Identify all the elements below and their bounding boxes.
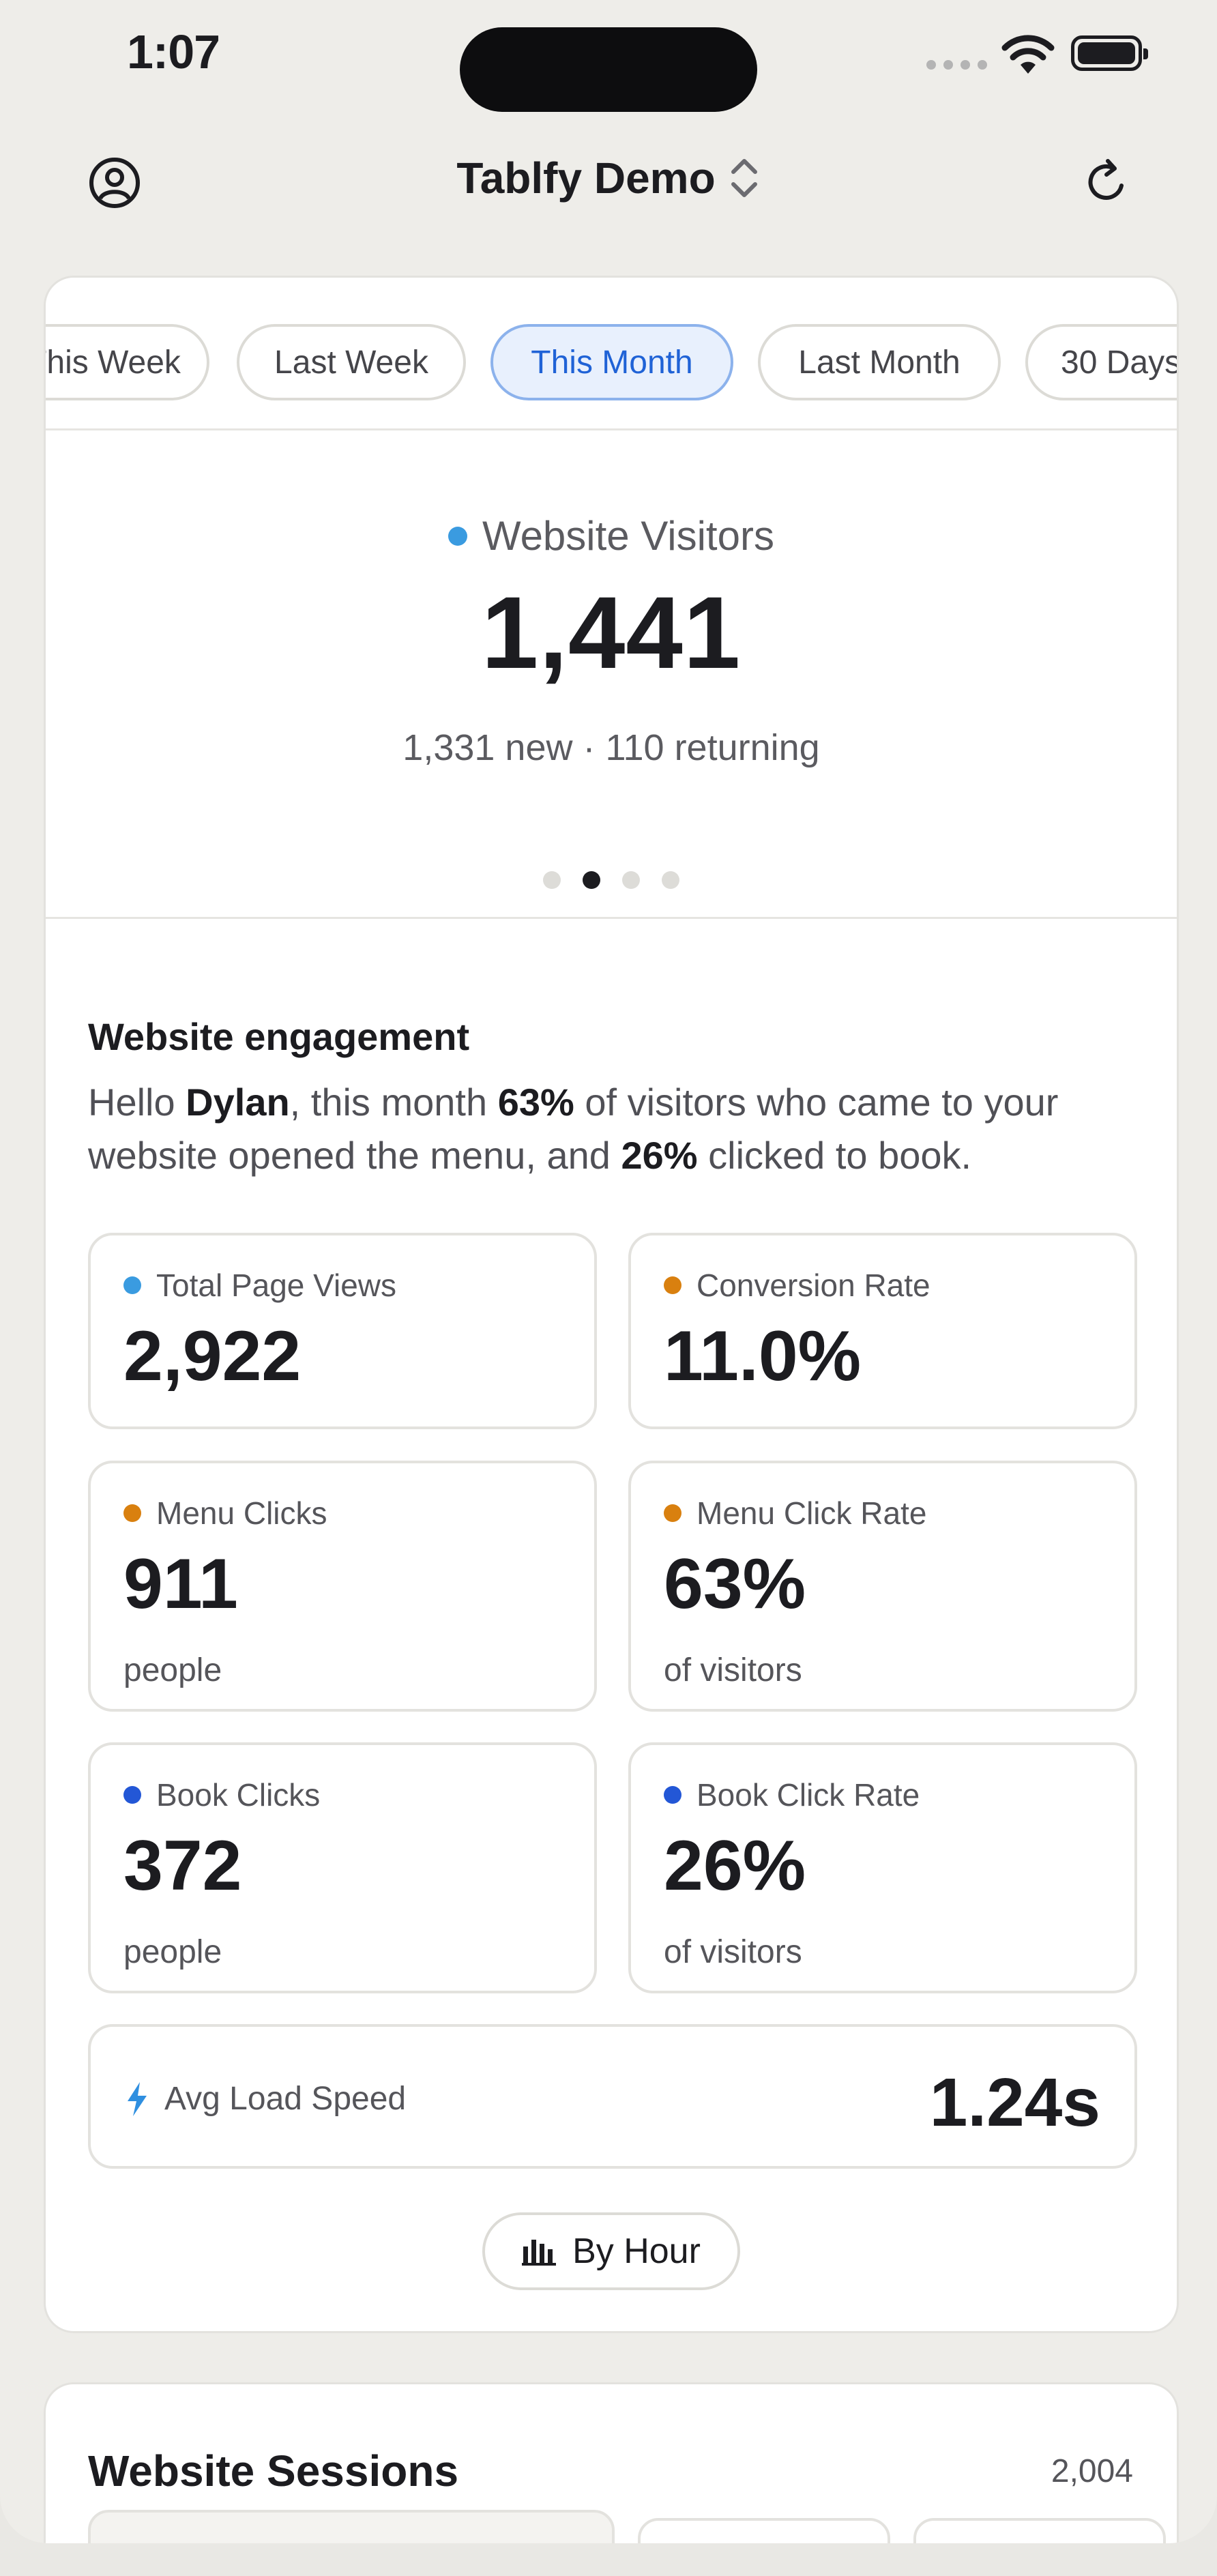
stat-conversion-rate[interactable]: Conversion Rate 11.0% xyxy=(628,1233,1137,1429)
stat-menu-clicks[interactable]: Menu Clicks 911 people xyxy=(88,1461,597,1712)
analytics-card: This Week Last Week This Month Last Mont… xyxy=(44,276,1179,2333)
date-range-tabs[interactable]: This Week Last Week This Month Last Mont… xyxy=(46,278,1177,430)
series-dot-icon xyxy=(123,1276,141,1294)
sessions-tile[interactable] xyxy=(913,2518,1166,2543)
chip-this-month[interactable]: This Month xyxy=(490,324,733,400)
sessions-card: Website Sessions 2,004 xyxy=(44,2382,1179,2543)
series-dot-icon xyxy=(664,1276,681,1294)
engagement-title: Website engagement xyxy=(88,1015,470,1058)
sessions-tile[interactable] xyxy=(638,2518,890,2543)
chip-this-week[interactable]: This Week xyxy=(46,324,209,400)
stat-avg-load-speed[interactable]: Avg Load Speed 1.24s xyxy=(88,2024,1137,2169)
carousel-page-indicator[interactable] xyxy=(46,871,1177,889)
refresh-icon xyxy=(1088,159,1124,200)
cellular-signal-icon xyxy=(926,60,987,70)
page-dot-active[interactable] xyxy=(583,871,600,889)
lightning-icon xyxy=(128,2081,147,2116)
series-dot-icon xyxy=(664,1786,681,1804)
stat-book-clicks[interactable]: Book Clicks 372 people xyxy=(88,1742,597,1993)
visitors-dot-icon xyxy=(448,526,468,546)
chevron-up-down-icon xyxy=(731,159,757,197)
page-title: Tablfy Demo xyxy=(456,153,716,203)
status-time: 1:07 xyxy=(127,25,220,78)
page-dot[interactable] xyxy=(622,871,640,889)
workspace-switcher[interactable]: Tablfy Demo xyxy=(0,153,1217,203)
stat-total-page-views[interactable]: Total Page Views 2,922 xyxy=(88,1233,597,1429)
sessions-title: Website Sessions xyxy=(88,2446,459,2496)
stat-book-click-rate[interactable]: Book Click Rate 26% of visitors xyxy=(628,1742,1137,1993)
page-dot[interactable] xyxy=(543,871,561,889)
bar-chart-icon xyxy=(522,2240,557,2266)
by-hour-button[interactable]: By Hour xyxy=(482,2212,740,2290)
page-dot[interactable] xyxy=(662,871,679,889)
wifi-icon xyxy=(1001,35,1055,74)
sessions-tile[interactable] xyxy=(88,2510,615,2543)
sessions-count: 2,004 xyxy=(1051,2453,1133,2489)
chip-last-week[interactable]: Last Week xyxy=(237,324,466,400)
stat-menu-click-rate[interactable]: Menu Click Rate 63% of visitors xyxy=(628,1461,1137,1712)
engagement-summary: Hello Dylan, this month 63% of visitors … xyxy=(88,1081,1059,1177)
battery-icon xyxy=(1071,35,1148,71)
visitors-breakdown: 1,331 new · 110 returning xyxy=(402,727,820,768)
visitors-label: Website Visitors xyxy=(482,513,774,559)
series-dot-icon xyxy=(664,1504,681,1522)
user-circle-icon xyxy=(89,158,140,208)
series-dot-icon xyxy=(123,1504,141,1522)
chip-last-month[interactable]: Last Month xyxy=(758,324,1001,400)
dynamic-island xyxy=(460,27,757,112)
chip-30-days[interactable]: 30 Days xyxy=(1025,324,1177,400)
visitors-value: 1,441 xyxy=(481,575,742,690)
profile-button[interactable] xyxy=(86,154,143,211)
refresh-button[interactable] xyxy=(1078,154,1135,211)
visitors-carousel[interactable]: Website Visitors 1,441 1,331 new · 110 r… xyxy=(46,430,1177,919)
series-dot-icon xyxy=(123,1786,141,1804)
